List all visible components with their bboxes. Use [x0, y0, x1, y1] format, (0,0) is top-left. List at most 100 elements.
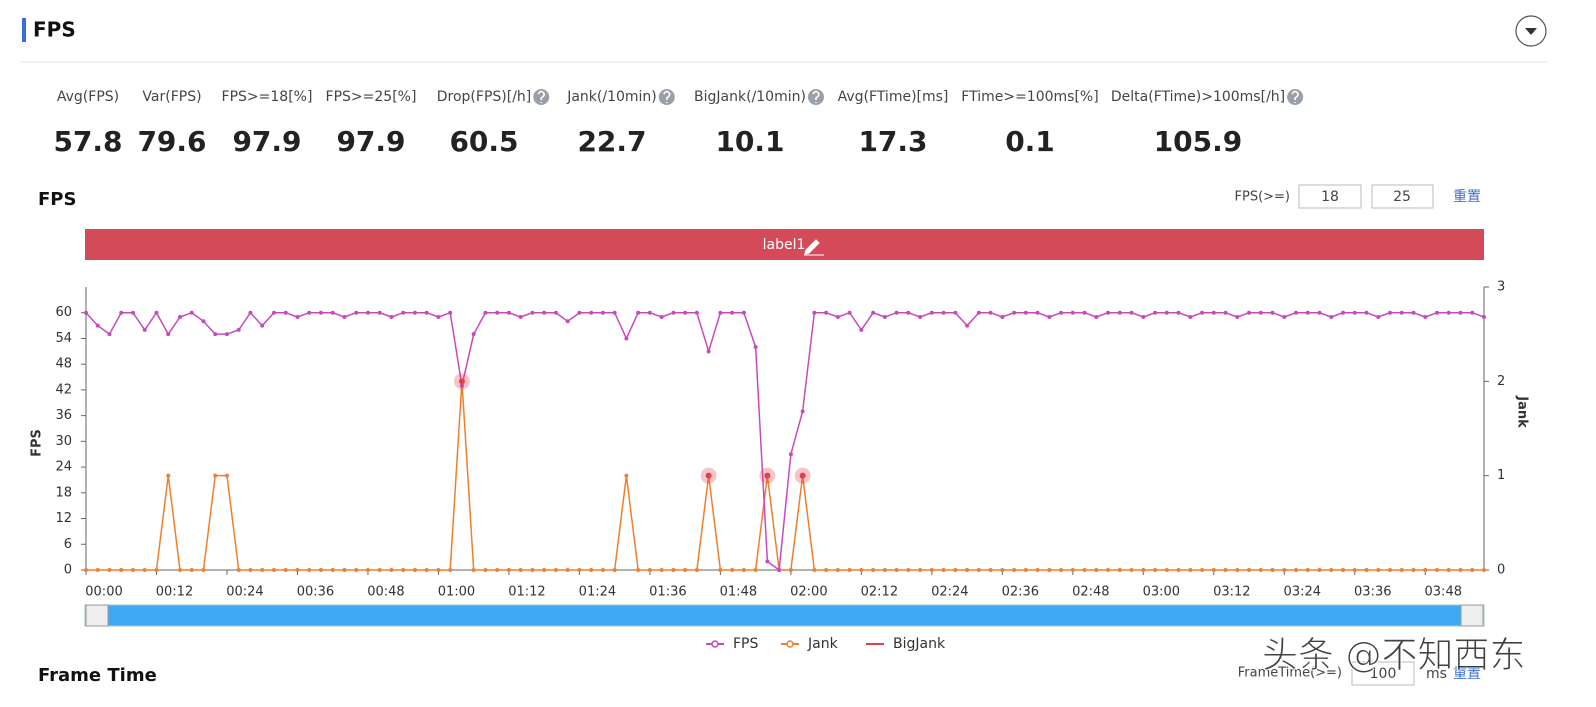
- series-point[interactable]: [530, 568, 535, 572]
- series-point[interactable]: [906, 568, 911, 572]
- series-point[interactable]: [600, 568, 605, 572]
- help-mark[interactable]: [1291, 90, 1299, 104]
- series-point[interactable]: [777, 568, 782, 572]
- series-point[interactable]: [483, 568, 488, 572]
- series-point[interactable]: [107, 332, 112, 337]
- legend-label[interactable]: BigJank: [893, 636, 946, 652]
- series-point[interactable]: [788, 452, 793, 457]
- series-point[interactable]: [506, 310, 511, 315]
- series-point[interactable]: [248, 568, 253, 572]
- series-point[interactable]: [988, 568, 993, 572]
- series-point[interactable]: [1188, 315, 1193, 320]
- series-point[interactable]: [882, 568, 887, 572]
- series-point[interactable]: [1153, 568, 1158, 572]
- bigjank-point[interactable]: [705, 472, 712, 479]
- series-point[interactable]: [448, 310, 453, 315]
- series-point[interactable]: [1376, 315, 1381, 320]
- series-point[interactable]: [859, 327, 864, 332]
- series-point[interactable]: [1211, 310, 1216, 315]
- series-point[interactable]: [248, 310, 253, 315]
- slider-handle[interactable]: [1460, 604, 1484, 627]
- threshold-value[interactable]: 18: [1321, 189, 1339, 205]
- series-point[interactable]: [812, 310, 817, 315]
- series-point[interactable]: [154, 568, 159, 572]
- collapse-button[interactable]: [1515, 15, 1547, 47]
- series-point[interactable]: [295, 568, 300, 572]
- series-point[interactable]: [1247, 568, 1252, 572]
- series-point[interactable]: [730, 568, 735, 572]
- reset-link[interactable]: 重置: [1453, 666, 1481, 682]
- legend-marker[interactable]: [711, 640, 719, 648]
- series-point[interactable]: [1376, 568, 1381, 572]
- series-point[interactable]: [201, 568, 206, 572]
- series-point[interactable]: [1059, 310, 1064, 315]
- series-point[interactable]: [600, 310, 605, 315]
- label-bar[interactable]: [85, 229, 1484, 260]
- help-icon[interactable]: [1287, 89, 1304, 105]
- series-point[interactable]: [518, 568, 523, 572]
- series-point[interactable]: [565, 319, 570, 324]
- series-point[interactable]: [1082, 568, 1087, 572]
- series-point[interactable]: [1446, 568, 1451, 572]
- series-point[interactable]: [671, 310, 676, 315]
- series-point[interactable]: [1470, 568, 1475, 572]
- series-point[interactable]: [1117, 568, 1122, 572]
- series-point[interactable]: [753, 345, 758, 350]
- series-point[interactable]: [859, 568, 864, 572]
- series-point[interactable]: [965, 323, 970, 328]
- series-point[interactable]: [84, 568, 88, 572]
- series-point[interactable]: [142, 568, 147, 572]
- series-point[interactable]: [1000, 568, 1005, 572]
- series-point[interactable]: [1341, 568, 1346, 572]
- series-point[interactable]: [1435, 310, 1440, 315]
- series-point[interactable]: [1082, 310, 1087, 315]
- series-point[interactable]: [1188, 568, 1193, 572]
- series-point[interactable]: [894, 310, 899, 315]
- series-point[interactable]: [835, 315, 840, 320]
- series-point[interactable]: [918, 315, 923, 320]
- threshold-value[interactable]: 100: [1370, 666, 1397, 682]
- series-point[interactable]: [1176, 568, 1181, 572]
- series-point[interactable]: [401, 310, 406, 315]
- series-point[interactable]: [976, 568, 981, 572]
- series-point[interactable]: [1129, 310, 1134, 315]
- series-point[interactable]: [824, 568, 829, 572]
- series-point[interactable]: [1423, 568, 1428, 572]
- threshold-input[interactable]: [1371, 184, 1434, 209]
- series-point[interactable]: [283, 568, 288, 572]
- series-point[interactable]: [1388, 568, 1393, 572]
- bigjank-point[interactable]: [799, 472, 806, 479]
- series-point[interactable]: [1258, 568, 1263, 572]
- series-point[interactable]: [1176, 310, 1181, 315]
- series-point[interactable]: [694, 310, 699, 315]
- series-point[interactable]: [1294, 568, 1299, 572]
- series-point[interactable]: [1317, 310, 1322, 315]
- series-point[interactable]: [882, 315, 887, 320]
- series-point[interactable]: [953, 310, 958, 315]
- series-point[interactable]: [1388, 310, 1393, 315]
- series-point[interactable]: [224, 473, 229, 478]
- series-point[interactable]: [800, 409, 805, 414]
- series-point[interactable]: [1141, 315, 1146, 320]
- series-point[interactable]: [835, 568, 840, 572]
- series-point[interactable]: [177, 315, 182, 320]
- series-point[interactable]: [142, 327, 147, 332]
- series-point[interactable]: [941, 310, 946, 315]
- series-point[interactable]: [965, 568, 970, 572]
- series-point[interactable]: [342, 315, 347, 320]
- series-point[interactable]: [1282, 568, 1287, 572]
- series-point[interactable]: [1035, 310, 1040, 315]
- series-point[interactable]: [412, 310, 417, 315]
- series-point[interactable]: [424, 310, 429, 315]
- series-point[interactable]: [271, 310, 276, 315]
- series-point[interactable]: [1047, 315, 1052, 320]
- series-point[interactable]: [389, 568, 394, 572]
- series-point[interactable]: [236, 327, 241, 332]
- series-point[interactable]: [1399, 310, 1404, 315]
- series-point[interactable]: [871, 310, 876, 315]
- series-point[interactable]: [330, 310, 335, 315]
- series-point[interactable]: [647, 310, 652, 315]
- legend-marker[interactable]: [786, 640, 794, 648]
- series-point[interactable]: [213, 473, 218, 478]
- series-point[interactable]: [1329, 315, 1334, 320]
